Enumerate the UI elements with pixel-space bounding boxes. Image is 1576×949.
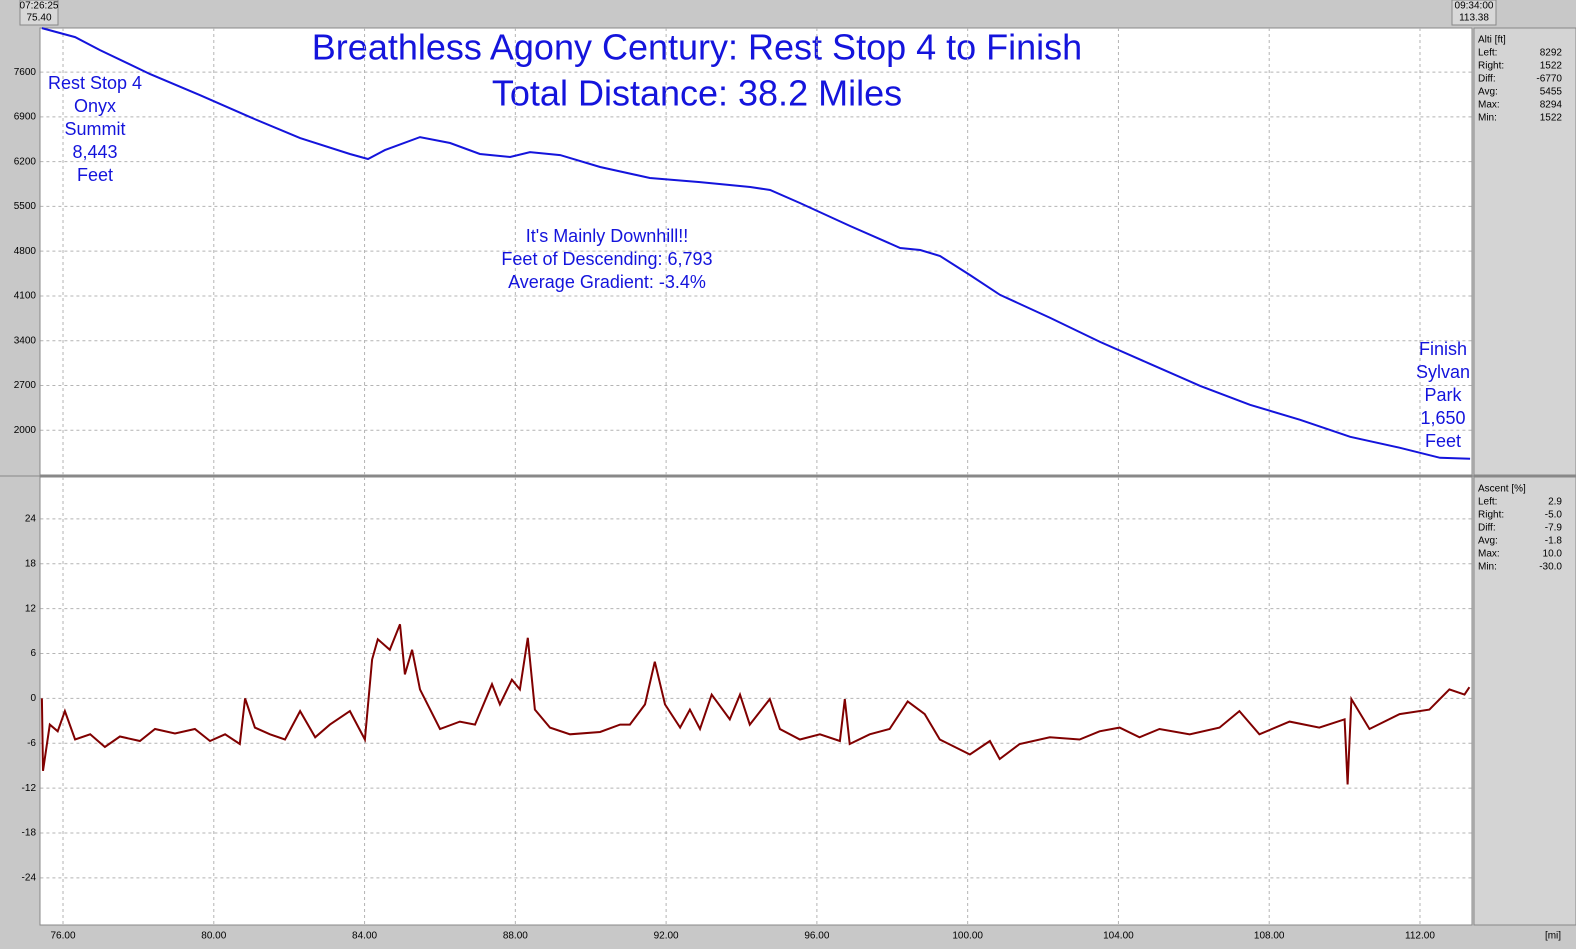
annotation: Feet xyxy=(77,165,113,185)
annotation: 8,443 xyxy=(72,142,117,162)
stat-label: Right: xyxy=(1478,61,1504,72)
stat-label: Min: xyxy=(1478,562,1497,573)
annotation: Sylvan xyxy=(1416,362,1470,382)
y-tick-label: 4100 xyxy=(14,291,37,302)
stat-value: -5.0 xyxy=(1545,510,1563,521)
y-tick-label: 3400 xyxy=(14,335,37,346)
legend-label: Alti [ft] xyxy=(1478,35,1506,46)
stat-label: Min: xyxy=(1478,113,1497,124)
y-tick-label: 12 xyxy=(25,603,37,614)
y-tick-label: 2000 xyxy=(14,425,37,436)
stat-value: -6770 xyxy=(1536,74,1562,85)
x-tick-label: 88.00 xyxy=(503,931,528,942)
stat-label: Right: xyxy=(1478,510,1504,521)
stat-value: -30.0 xyxy=(1539,562,1562,573)
stat-label: Max: xyxy=(1478,549,1500,560)
end-marker-box xyxy=(1451,0,1497,26)
x-tick-label: 76.00 xyxy=(51,931,76,942)
x-tick-label: 100.00 xyxy=(952,931,983,942)
data-line xyxy=(41,27,1471,460)
stat-value: 8294 xyxy=(1540,100,1563,111)
x-axis-label: [mi] xyxy=(1545,931,1561,942)
stat-label: Left: xyxy=(1478,497,1497,508)
x-tick-label: 84.00 xyxy=(352,931,377,942)
start-marker-box xyxy=(19,0,59,26)
stat-value: -7.9 xyxy=(1545,523,1563,534)
y-tick-label: 5500 xyxy=(14,201,37,212)
annotation: Finish xyxy=(1419,339,1467,359)
annotation: Average Gradient: -3.4% xyxy=(508,272,706,292)
stat-value: 10.0 xyxy=(1543,549,1563,560)
stat-label: Avg: xyxy=(1478,536,1498,547)
data-line xyxy=(40,623,1471,785)
annotation: Feet of Descending: 6,793 xyxy=(501,249,712,269)
y-tick-label: -18 xyxy=(22,828,37,839)
x-tick-label: 108.00 xyxy=(1254,931,1285,942)
y-tick-label: -6 xyxy=(27,738,36,749)
stat-value: 5455 xyxy=(1540,87,1563,98)
y-tick-label: -24 xyxy=(22,873,37,884)
y-tick-label: 2700 xyxy=(14,380,37,391)
chart-title: Breathless Agony Century: Rest Stop 4 to… xyxy=(312,27,1082,68)
annotation: Feet xyxy=(1425,431,1461,451)
stat-label: Left: xyxy=(1478,48,1497,59)
stat-value: 8292 xyxy=(1540,48,1563,59)
y-tick-label: 6900 xyxy=(14,112,37,123)
end-time: 09:34:00 xyxy=(1455,1,1494,12)
annotation: Onyx xyxy=(74,96,116,116)
y-tick-label: 24 xyxy=(25,514,37,525)
annotation: It's Mainly Downhill!! xyxy=(526,226,688,246)
altitude-stats-panel xyxy=(1473,27,1576,476)
annotation: Rest Stop 4 xyxy=(48,73,142,93)
ascent-stats-panel xyxy=(1473,476,1576,926)
x-tick-label: 92.00 xyxy=(654,931,679,942)
stat-value: 1522 xyxy=(1540,61,1563,72)
end-distance: 113.38 xyxy=(1459,13,1489,24)
y-tick-label: 0 xyxy=(30,693,36,704)
stat-value: 1522 xyxy=(1540,113,1563,124)
annotation: 1,650 xyxy=(1420,408,1465,428)
stat-value: -1.8 xyxy=(1545,536,1563,547)
y-tick-label: 18 xyxy=(25,558,37,569)
x-tick-label: 112.00 xyxy=(1405,931,1435,942)
stat-label: Diff: xyxy=(1478,523,1496,534)
y-tick-label: 4800 xyxy=(14,246,37,257)
stat-value: 2.9 xyxy=(1548,497,1562,508)
annotation: Park xyxy=(1424,385,1462,405)
stat-label: Diff: xyxy=(1478,74,1496,85)
start-distance: 75.40 xyxy=(26,13,51,24)
y-tick-label: -12 xyxy=(22,783,37,794)
legend-label: Ascent [%] xyxy=(1478,484,1526,495)
y-tick-label: 6200 xyxy=(14,156,37,167)
stat-label: Max: xyxy=(1478,100,1500,111)
y-tick-label: 7600 xyxy=(14,67,37,78)
start-time: 07:26:25 xyxy=(20,1,59,12)
x-tick-label: 96.00 xyxy=(804,931,829,942)
y-tick-label: 6 xyxy=(30,648,36,659)
stat-label: Avg: xyxy=(1478,87,1498,98)
annotation: Summit xyxy=(64,119,125,139)
x-tick-label: 104.00 xyxy=(1103,931,1134,942)
chart-subtitle: Total Distance: 38.2 Miles xyxy=(492,73,902,114)
ascent-plot-area xyxy=(39,476,1473,926)
x-tick-label: 80.00 xyxy=(201,931,226,942)
